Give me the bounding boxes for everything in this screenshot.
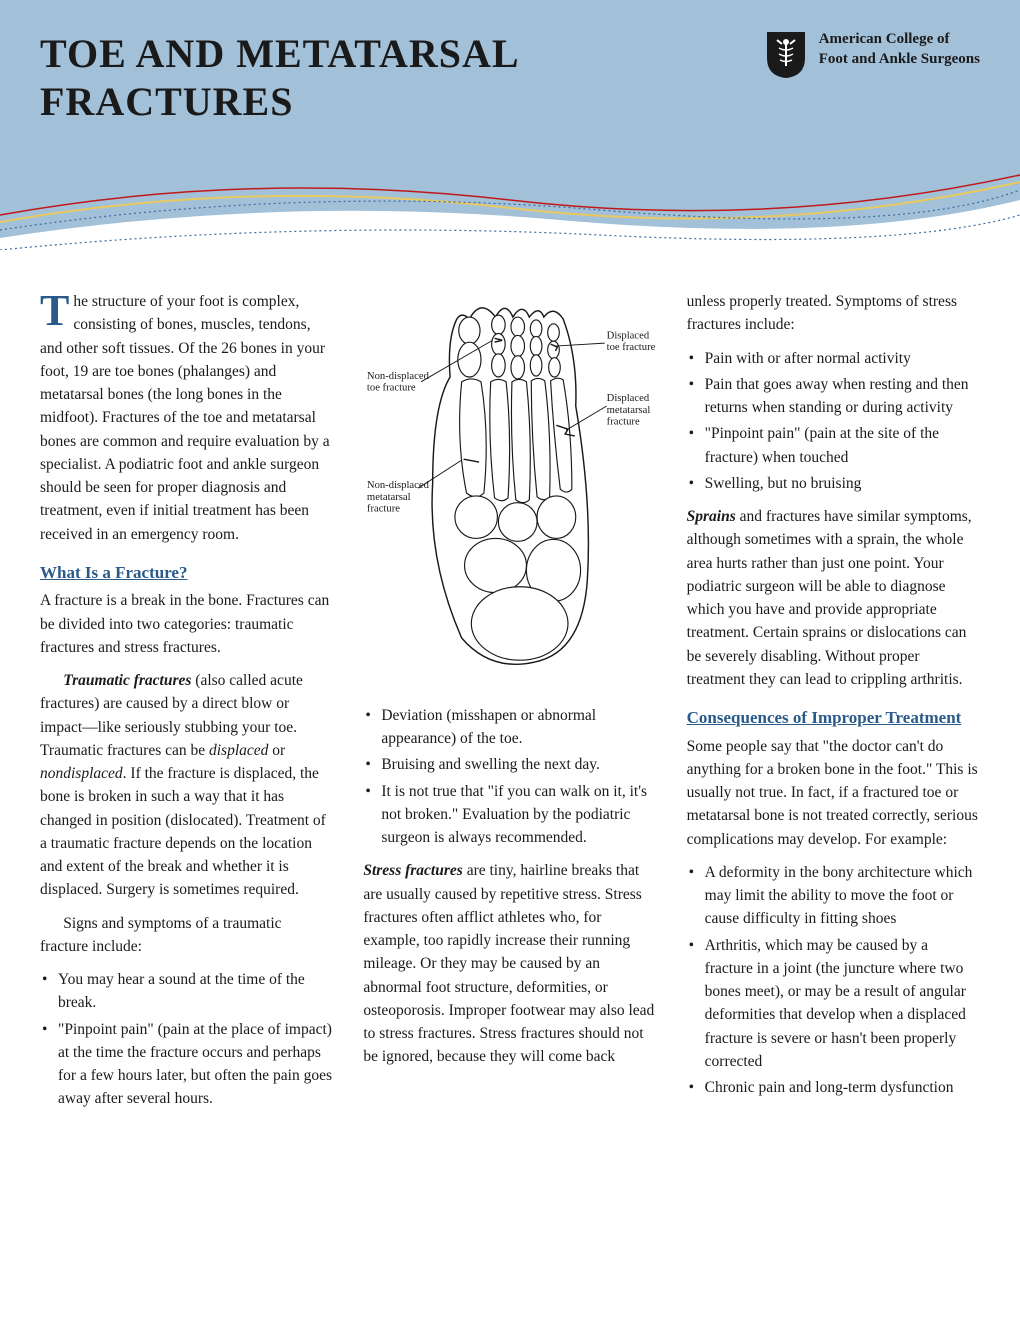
stress-symptoms-list: Pain with or after normal activity Pain … [687, 347, 980, 496]
label-d-meta: Displacedmetatarsalfracture [607, 393, 651, 427]
page-title: TOE AND METATARSAL FRACTURES [40, 30, 640, 126]
list-item: Bruising and swelling the next day. [363, 753, 656, 776]
org-name: American College of Foot and Ankle Surge… [819, 30, 980, 69]
heading-fracture: What Is a Fracture? [40, 560, 333, 586]
label-d-toe: Displacedtoe fracture [607, 330, 655, 353]
org-name-line1: American College of [819, 30, 980, 50]
list-item: Pain that goes away when resting and the… [687, 373, 980, 420]
org-name-line2: Foot and Ankle Surgeons [819, 50, 980, 70]
consequences-list: A deformity in the bony architecture whi… [687, 861, 980, 1100]
heading-consequences: Consequences of Improper Treatment [687, 705, 980, 731]
fracture-p2: Traumatic fractures (also called acute f… [40, 669, 333, 902]
traumatic-lead: Traumatic fractures [63, 672, 191, 689]
stress-lead: Stress fractures [363, 862, 462, 879]
page-header: TOE AND METATARSAL FRACTURES American Co… [0, 0, 1020, 250]
label-nd-toe: Non-displacedtoe fracture [367, 371, 430, 394]
consequences-p1: Some people say that "the doctor can't d… [687, 735, 980, 851]
org-logo-block: American College of Foot and Ankle Surge… [765, 30, 980, 80]
intro-text: he structure of your foot is complex, co… [40, 293, 330, 543]
fracture-p5: Sprains and fractures have similar sympt… [687, 505, 980, 691]
traumatic-symptoms-list-cont: Deviation (misshapen or abnormal appeara… [363, 704, 656, 850]
list-item: You may hear a sound at the time of the … [40, 968, 333, 1015]
foot-anatomy-svg: Non-displacedtoe fracture Displacedtoe f… [365, 290, 655, 677]
intro-paragraph: The structure of your foot is complex, c… [40, 290, 333, 546]
list-item: Deviation (misshapen or abnormal appeara… [363, 704, 656, 751]
foot-diagram: Non-displacedtoe fracture Displacedtoe f… [363, 290, 656, 684]
list-item: It is not true that "if you can walk on … [363, 780, 656, 850]
fracture-p1: A fracture is a break in the bone. Fract… [40, 589, 333, 659]
traumatic-symptoms-list: You may hear a sound at the time of the … [40, 968, 333, 1111]
fracture-p3: Signs and symptoms of a traumatic fractu… [40, 912, 333, 959]
list-item: A deformity in the bony architecture whi… [687, 861, 980, 931]
sprains-lead: Sprains [687, 508, 736, 525]
label-nd-meta: Non-displacedmetatarsalfracture [367, 480, 430, 514]
body-content: The structure of your foot is complex, c… [0, 250, 1020, 1151]
list-item: "Pinpoint pain" (pain at the site of the… [687, 422, 980, 469]
list-item: Chronic pain and long-term dysfunction [687, 1076, 980, 1099]
list-item: Swelling, but no bruising [687, 472, 980, 495]
dropcap: T [40, 292, 69, 329]
list-item: "Pinpoint pain" (pain at the place of im… [40, 1018, 333, 1111]
shield-icon [765, 30, 807, 80]
list-item: Pain with or after normal activity [687, 347, 980, 370]
list-item: Arthritis, which may be caused by a frac… [687, 934, 980, 1074]
wave-decoration [0, 160, 1020, 250]
